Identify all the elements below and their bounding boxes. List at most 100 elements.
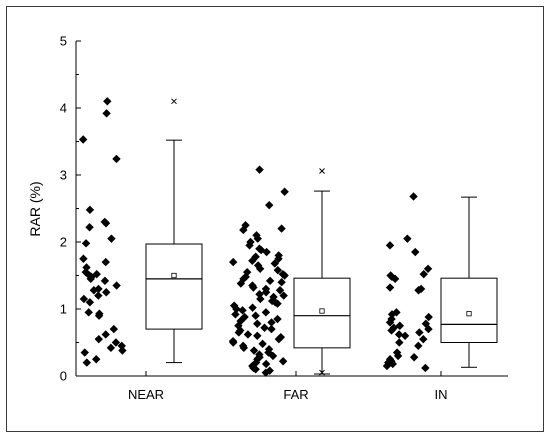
data-point-diamond [248, 256, 257, 265]
data-point-diamond [101, 257, 110, 267]
x-tick-label: FAR [283, 387, 308, 402]
data-point-diamond [84, 308, 93, 317]
chart-frame [6, 6, 544, 432]
data-point-diamond [274, 254, 283, 263]
data-point-diamond [109, 324, 119, 334]
data-point-diamond [270, 259, 280, 268]
data-point-diamond [262, 247, 271, 257]
data-point-diamond [107, 234, 116, 243]
data-point-diamond [280, 271, 289, 280]
data-point-diamond [102, 109, 111, 118]
data-point-diamond [85, 298, 95, 307]
data-point-diamond [82, 358, 92, 367]
data-point-diamond [424, 312, 433, 322]
data-point-diamond [81, 239, 91, 248]
box-iqr [440, 277, 498, 343]
data-point-diamond [106, 343, 116, 353]
data-point-diamond [86, 274, 95, 284]
y-axis-title: RAR (%) [27, 181, 43, 236]
data-point-diamond [239, 225, 248, 235]
data-point-diamond [251, 365, 260, 374]
data-point-diamond [280, 187, 289, 196]
y-tick-label: 2 [60, 235, 67, 250]
data-point-diamond [101, 330, 110, 339]
x-tick-label: IN [435, 387, 448, 402]
data-point-diamond [251, 311, 260, 320]
data-point-diamond [415, 328, 424, 337]
data-point-diamond [279, 291, 288, 300]
data-point-diamond [267, 318, 276, 327]
data-point-diamond [239, 343, 249, 353]
data-point-diamond [275, 286, 285, 295]
data-point-diamond [85, 205, 95, 215]
extreme-marker [171, 98, 177, 105]
data-point-diamond [274, 334, 284, 344]
data-point-diamond [265, 200, 274, 210]
data-point-diamond [231, 310, 240, 319]
data-point-diamond [243, 330, 253, 339]
data-point-diamond [277, 278, 286, 287]
mean-marker [171, 272, 177, 279]
data-point-diamond [414, 341, 423, 351]
data-point-diamond [409, 192, 418, 201]
data-point-diamond [395, 338, 404, 347]
data-point-diamond [253, 319, 262, 328]
data-point-diamond [249, 283, 258, 292]
extreme-marker [319, 369, 325, 376]
data-point-diamond [261, 368, 271, 377]
data-point-diamond [387, 326, 396, 335]
data-point-diamond [393, 351, 403, 361]
data-point-diamond [79, 294, 89, 304]
data-point-diamond [382, 361, 392, 371]
data-point-diamond [255, 353, 264, 362]
data-point-diamond [260, 323, 269, 332]
data-point-diamond [236, 279, 246, 288]
data-point-diamond [265, 276, 275, 286]
data-point-diamond [394, 330, 404, 339]
y-tick-label: 5 [60, 34, 67, 49]
data-point-diamond [112, 281, 121, 290]
box-iqr [145, 243, 203, 330]
data-point-diamond [277, 224, 286, 233]
data-point-diamond [273, 314, 282, 324]
data-point-diamond [255, 165, 264, 174]
data-point-diamond [385, 283, 395, 292]
data-point-diamond [261, 288, 271, 297]
data-point-diamond [80, 348, 89, 357]
data-point-diamond [385, 241, 395, 250]
data-point-diamond [414, 286, 423, 295]
data-point-diamond [273, 265, 283, 275]
data-point-diamond [421, 363, 430, 373]
data-point-diamond [419, 334, 428, 344]
data-point-diamond [411, 247, 420, 257]
data-point-diamond [258, 339, 267, 349]
data-point-diamond [256, 294, 265, 304]
data-point-diamond [400, 331, 410, 340]
data-point-diamond [255, 264, 265, 273]
data-point-diamond [229, 257, 238, 267]
data-point-diamond [94, 291, 103, 300]
data-point-diamond [229, 338, 238, 347]
data-point-diamond [268, 351, 278, 361]
data-point-diamond [81, 267, 90, 277]
axes: 0 1 2 3 4 5 NEAR FAR IN [60, 34, 508, 402]
data-point-diamond [423, 264, 433, 273]
data-point-diamond [278, 357, 288, 366]
data-point-diamond [102, 288, 111, 297]
data-point-diamond [101, 219, 111, 228]
data-point-diamond [253, 234, 262, 243]
data-point-diamond [234, 328, 243, 337]
data-point-diamond [253, 331, 262, 340]
marks [78, 97, 498, 377]
data-point-diamond [238, 306, 247, 315]
data-point-diamond [85, 223, 94, 232]
data-point-diamond [261, 359, 271, 369]
y-tick-label: 4 [60, 101, 67, 116]
mean-marker [319, 308, 325, 314]
data-point-diamond [232, 304, 241, 314]
data-point-diamond [118, 346, 127, 355]
x-tick-label: NEAR [128, 387, 164, 402]
data-point-diamond [89, 286, 99, 295]
